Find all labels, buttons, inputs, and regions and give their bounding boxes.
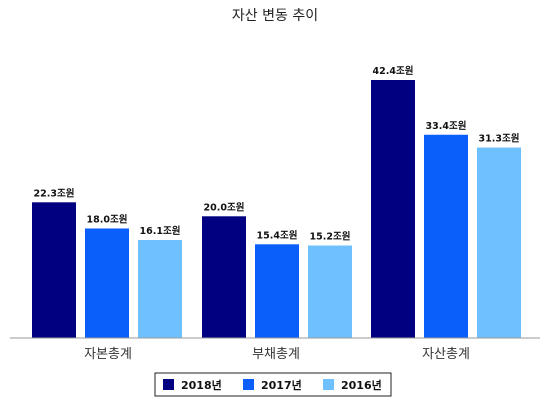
legend-label-2016: 2016년 bbox=[341, 378, 382, 392]
bar-area: 22.3조원 18.0조원 16.1조원 20.0조원 15.4조원 15.2조원 42.4… bbox=[32, 65, 521, 338]
data-label-2017-1: 18.0조원 bbox=[87, 213, 128, 225]
category-label: 자본총계 bbox=[84, 347, 132, 362]
legend-box bbox=[154, 372, 392, 397]
bar-2017-2 bbox=[255, 244, 299, 338]
bar-2018-3 bbox=[371, 80, 415, 338]
bar-2018-2 bbox=[202, 216, 246, 338]
data-label-2017-2: 15.4조원 bbox=[257, 229, 298, 241]
legend-swatch-2016 bbox=[323, 379, 334, 390]
data-label-2016-2: 15.2조원 bbox=[310, 231, 351, 243]
category-label: 자산총계 bbox=[422, 347, 470, 362]
bar-2018-1 bbox=[32, 202, 76, 338]
data-label-2018-1: 22.3조원 bbox=[34, 187, 75, 199]
bar-2016-3 bbox=[477, 147, 521, 338]
legend-label-2017: 2017년 bbox=[261, 378, 302, 392]
legend: 2018년 2017년 2016년 bbox=[154, 372, 392, 397]
category-label: 부채총계 bbox=[252, 347, 300, 362]
legend-swatch-2017 bbox=[243, 379, 254, 390]
legend-label-2018: 2018년 bbox=[181, 378, 222, 392]
bar-2017-3 bbox=[424, 134, 468, 338]
data-label-2018-2: 20.0조원 bbox=[204, 201, 245, 213]
data-label-2017-3: 33.4조원 bbox=[426, 120, 467, 132]
chart-title: 자산 변동 추이 bbox=[232, 8, 318, 24]
data-label-2016-3: 31.3조원 bbox=[479, 133, 520, 145]
data-label-2018-3: 42.4조원 bbox=[373, 65, 414, 77]
data-label-2016-1: 16.1조원 bbox=[140, 225, 181, 237]
bar-2016-1 bbox=[138, 240, 182, 338]
legend-swatch-2018 bbox=[163, 379, 174, 390]
category-labels: 자본총계 부채총계 자산총계 bbox=[84, 347, 470, 362]
bar-2017-1 bbox=[85, 228, 129, 338]
bar-2016-2 bbox=[308, 245, 352, 338]
